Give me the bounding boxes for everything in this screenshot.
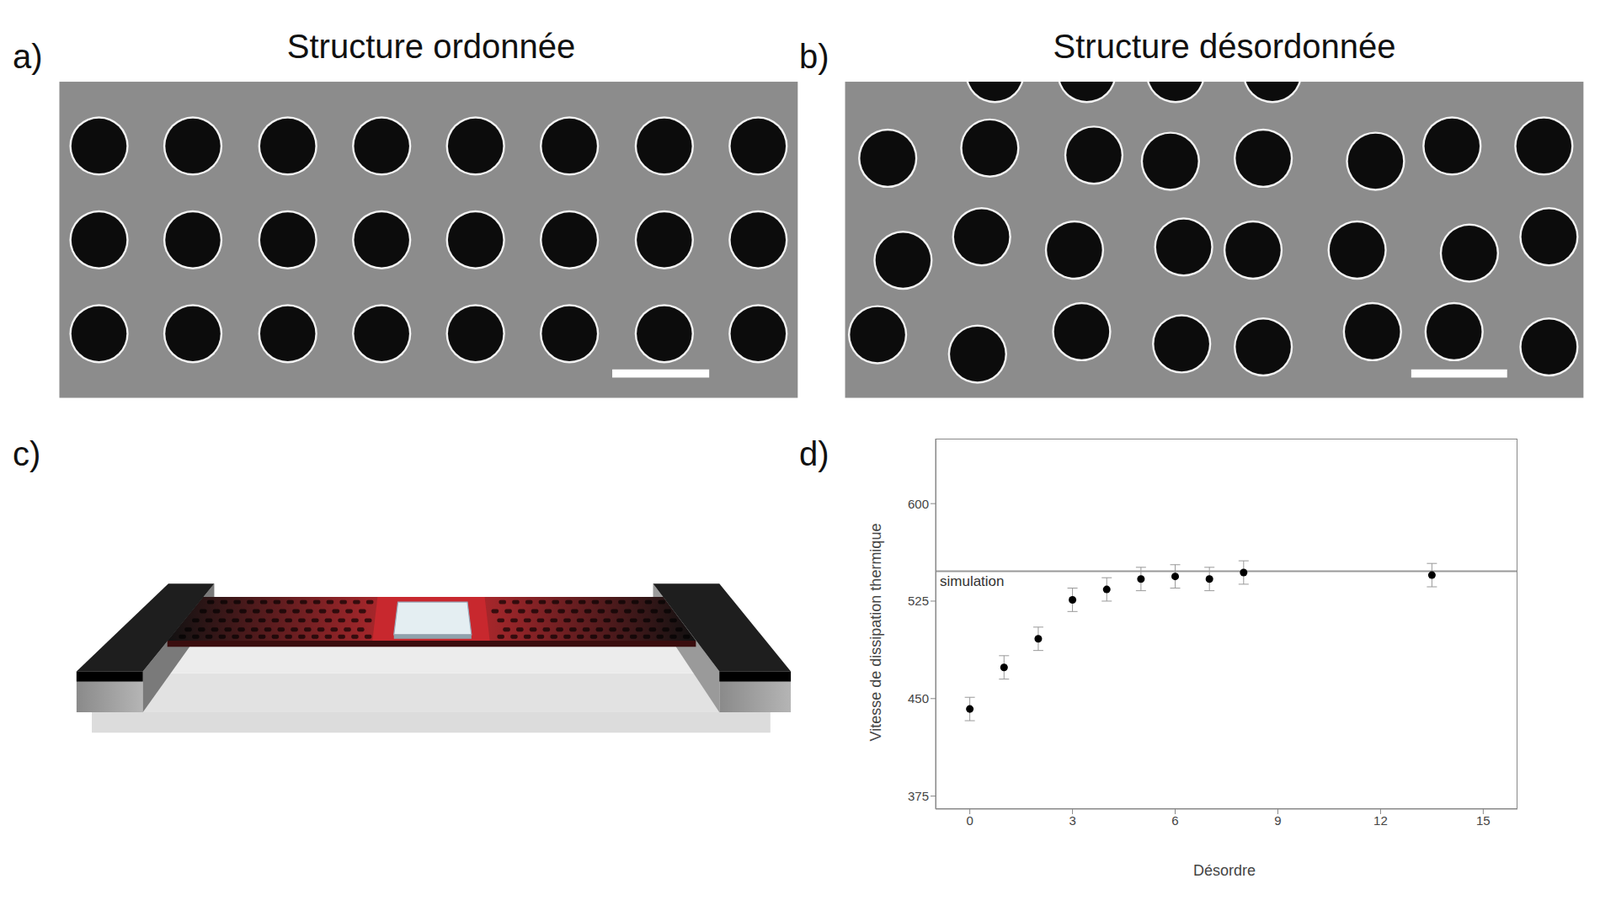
svg-text:375: 375 (907, 789, 929, 804)
html-text:Désordre: Désordre (1193, 861, 1256, 879)
html-text:a): a) (12, 37, 43, 75)
svg-text:12: 12 (1373, 813, 1388, 828)
svg-text:600: 600 (907, 496, 929, 512)
svg-text:9: 9 (1274, 813, 1281, 828)
svg-text:3: 3 (1068, 813, 1076, 828)
svg-text:525: 525 (907, 593, 929, 608)
svg-text:simulation: simulation (939, 573, 1005, 590)
svg-text:15: 15 (1476, 813, 1491, 828)
html-text:d): d) (799, 435, 830, 473)
html-text:Vitesse de dissipation thermiq: Vitesse de dissipation thermique (866, 523, 884, 742)
svg-text:450: 450 (907, 691, 929, 706)
svg-text:0: 0 (965, 813, 973, 828)
svg-text:6: 6 (1171, 813, 1179, 828)
html-text:Structure désordonnée: Structure désordonnée (1053, 27, 1396, 65)
html-text:c): c) (12, 435, 41, 473)
html-text:Structure ordonnée: Structure ordonnée (286, 27, 576, 65)
html-text:b): b) (799, 37, 830, 75)
